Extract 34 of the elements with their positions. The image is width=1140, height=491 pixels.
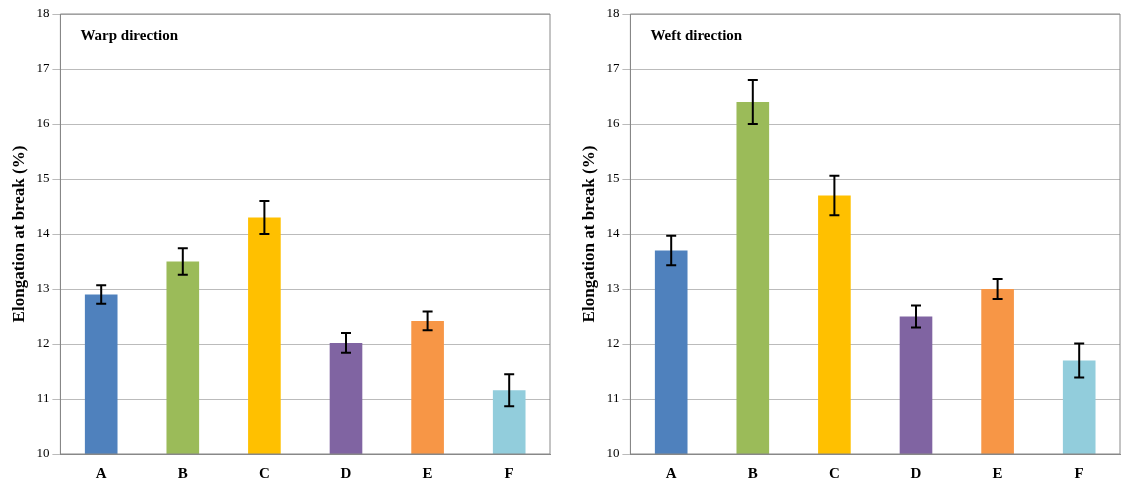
- x-tick-label: A: [95, 464, 107, 481]
- x-tick-label: C: [258, 464, 270, 481]
- text: Weft direction: [650, 26, 743, 43]
- y-tick-label: 10: [606, 445, 620, 461]
- x-tick-label: D: [910, 464, 922, 481]
- y-tick-label: 12: [36, 335, 50, 351]
- text: Warp direction: [80, 26, 179, 43]
- y-tick-label: 11: [36, 390, 50, 406]
- x-tick-label: E: [992, 464, 1003, 481]
- y-axis-title: Elongation at break (%): [578, 145, 598, 323]
- y-tick-label: 16: [36, 115, 50, 131]
- y-tick-label: 14: [606, 225, 620, 241]
- y-tick-label: 13: [606, 280, 620, 296]
- y-tick-label: 16: [606, 115, 620, 131]
- y-tick-label: 10: [36, 445, 50, 461]
- x-tick-label: B: [177, 464, 188, 481]
- y-tick-label: 11: [606, 390, 620, 406]
- x-tick-label: E: [422, 464, 433, 481]
- y-tick-label: 14: [36, 225, 50, 241]
- x-tick-label: D: [340, 464, 352, 481]
- y-tick-label: 18: [606, 5, 620, 21]
- x-tick-label: C: [828, 464, 840, 481]
- y-tick-label: 13: [36, 280, 50, 296]
- y-tick-label: 18: [36, 5, 50, 21]
- x-tick-label: F: [504, 464, 514, 481]
- y-tick-label: 15: [36, 170, 50, 186]
- x-tick-label: A: [665, 464, 677, 481]
- y-tick-label: 17: [606, 60, 620, 76]
- y-tick-label: 12: [606, 335, 620, 351]
- x-tick-label: B: [747, 464, 758, 481]
- y-tick-label: 15: [606, 170, 620, 186]
- x-tick-label: F: [1074, 464, 1084, 481]
- y-tick-label: 17: [36, 60, 50, 76]
- y-axis-title: Elongation at break (%): [8, 145, 28, 323]
